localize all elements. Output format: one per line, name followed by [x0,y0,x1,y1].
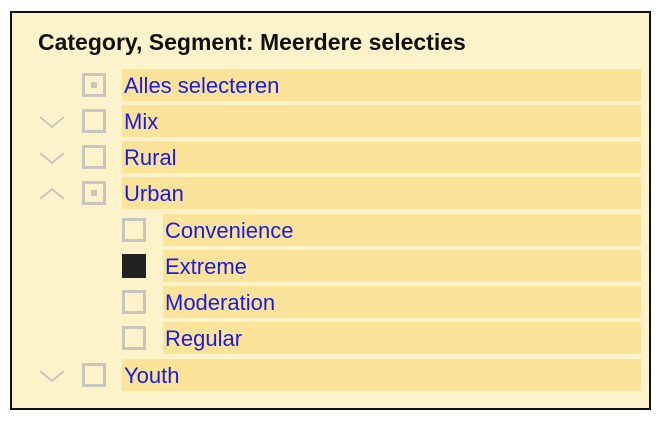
slicer-item-urban: Urban [12,177,649,209]
regular-label: Regular [165,326,243,351]
select-all-label: Alles selecteren [124,73,280,98]
slicer-item-extreme: Extreme [12,250,649,282]
extreme-label: Extreme [165,254,247,279]
slicer-item-regular: Regular [12,322,649,354]
extreme-label-bar[interactable]: Extreme [163,250,641,282]
regular-checkbox[interactable] [122,326,146,350]
rural-label-bar[interactable]: Rural [122,141,641,173]
moderation-label-bar[interactable]: Moderation [163,286,641,318]
extreme-checkbox[interactable] [122,254,146,278]
urban-checkbox[interactable] [82,181,106,205]
youth-label: Youth [124,363,180,388]
slicer-item-convenience: Convenience [12,214,649,246]
mix-label: Mix [124,109,159,134]
moderation-checkbox[interactable] [122,290,146,314]
mix-checkbox[interactable] [82,109,106,133]
chevron-down-icon[interactable] [38,109,66,133]
rural-checkbox[interactable] [82,145,106,169]
slicer-item-youth: Youth [12,359,649,391]
convenience-label: Convenience [165,218,294,243]
select-all-label-bar[interactable]: Alles selecteren [122,69,641,101]
slicer-title: Category, Segment: Meerdere selecties [38,29,466,55]
regular-label-bar[interactable]: Regular [163,322,641,354]
convenience-label-bar[interactable]: Convenience [163,214,641,246]
select-all-checkbox[interactable] [82,73,106,97]
youth-label-bar[interactable]: Youth [122,359,641,391]
youth-checkbox[interactable] [82,363,106,387]
urban-label: Urban [124,181,184,206]
convenience-checkbox[interactable] [122,218,146,242]
moderation-label: Moderation [165,290,276,315]
rural-label: Rural [124,145,177,170]
chevron-up-icon[interactable] [38,181,66,205]
slicer-item-rural: Rural [12,141,649,173]
chevron-down-icon[interactable] [38,145,66,169]
urban-label-bar[interactable]: Urban [122,177,641,209]
slicer-item-moderation: Moderation [12,286,649,318]
mix-label-bar[interactable]: Mix [122,105,641,137]
slicer-item-select-all: Alles selecteren [12,69,649,101]
chevron-down-icon[interactable] [38,363,66,387]
slicer-item-mix: Mix [12,105,649,137]
slicer-panel: Category, Segment: Meerdere selecties Al… [10,11,651,410]
